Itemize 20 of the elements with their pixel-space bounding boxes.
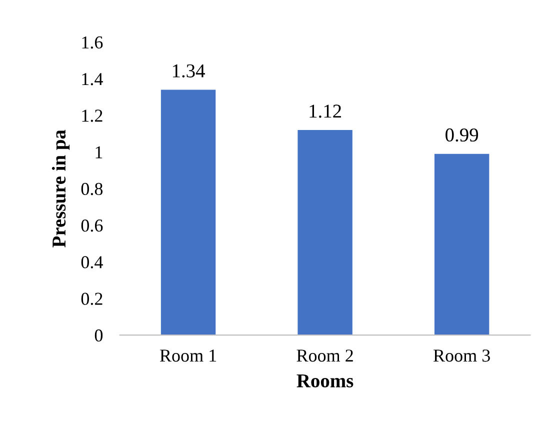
y-tick-label: 1.6 [82,36,103,49]
y-tick-label: 1.2 [82,110,102,122]
bar [298,130,352,336]
y-axis-title: Pressure in pa [52,130,70,248]
data-label: 1.34 [172,64,205,78]
x-tick-label: Room 1 [160,350,216,362]
x-tick-label: Room 3 [433,350,490,362]
y-tick-label: 0 [94,329,103,342]
y-tick-label: 0.6 [81,219,103,232]
y-tick-label: 0.8 [81,182,103,196]
data-label: 0.99 [446,128,478,142]
x-tick-label: Room 2 [296,350,353,362]
y-tick-label: 1 [96,146,102,158]
y-tick-label: 1.4 [82,73,103,86]
y-tick-label: 0.2 [81,292,102,305]
bar [160,90,216,336]
x-axis-title: Rooms [296,374,354,388]
y-tick-label: 0.4 [81,256,103,268]
bar [434,154,490,336]
data-label: 1.12 [310,104,341,118]
